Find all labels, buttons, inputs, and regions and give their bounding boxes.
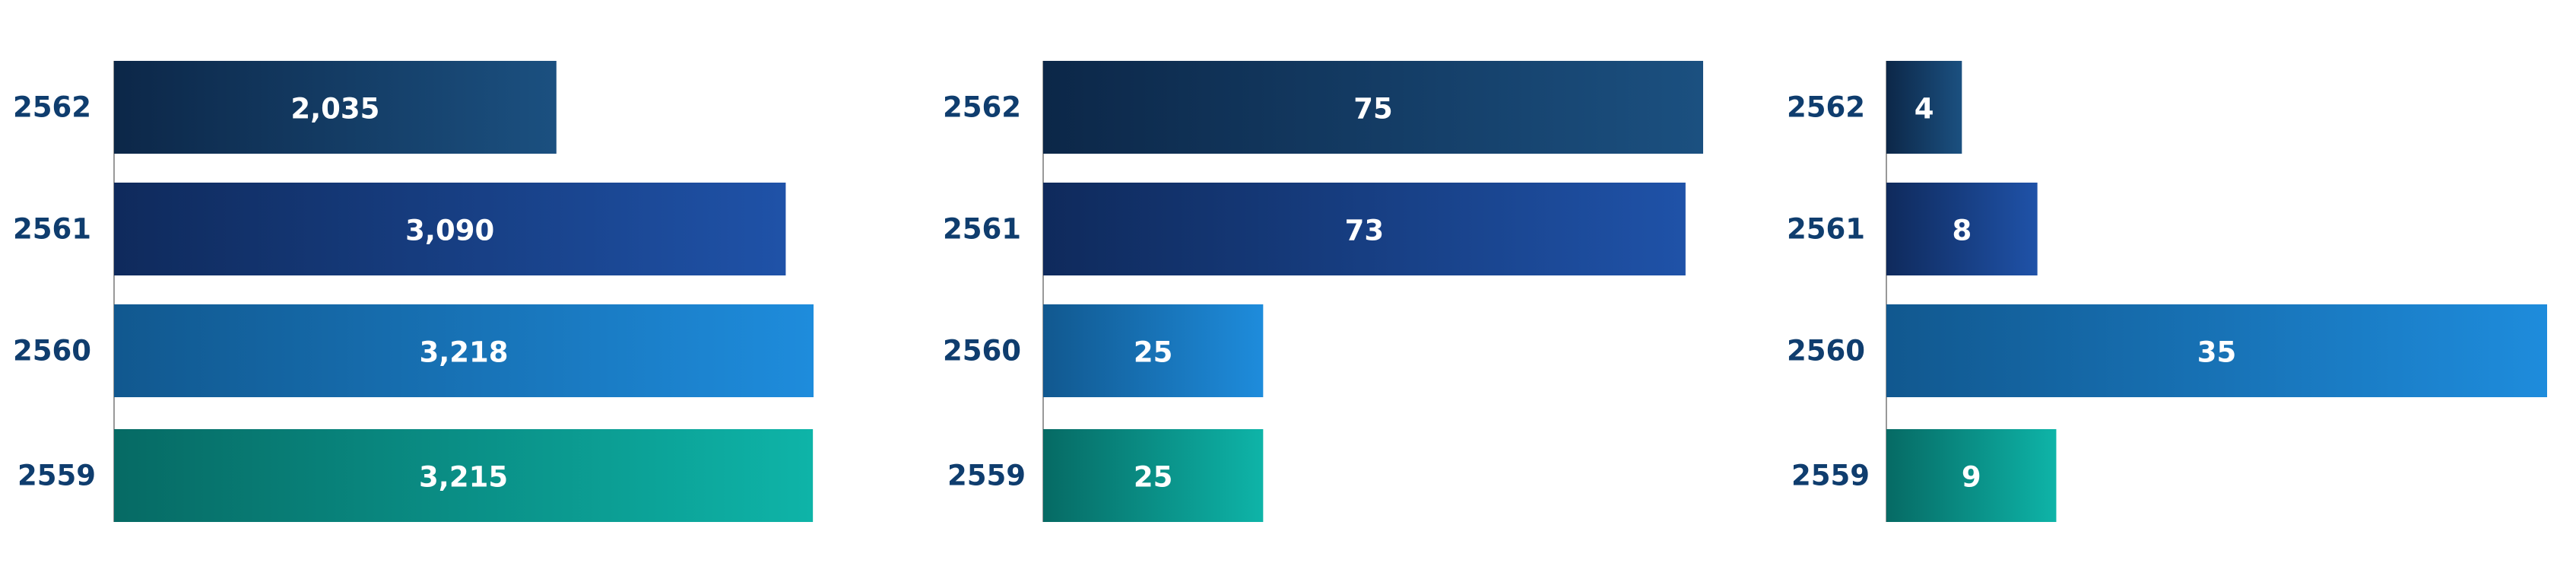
value-label-2561: 73 bbox=[1345, 215, 1385, 247]
category-label-2562: 2562 bbox=[943, 91, 1021, 124]
chart-panel-2: 2562 75 2561 73 2560 25 2559 25 bbox=[943, 61, 1703, 522]
category-label-2560: 2560 bbox=[1787, 335, 1865, 368]
value-label-2560: 25 bbox=[1134, 336, 1173, 369]
value-label-2561: 3,090 bbox=[405, 215, 494, 247]
value-label-2560: 3,218 bbox=[419, 336, 508, 369]
category-label-2560: 2560 bbox=[13, 335, 91, 368]
value-label-2559: 25 bbox=[1134, 461, 1173, 494]
chart-panel-1: 2562 2,035 2561 3,090 2560 3,218 2559 3,215 bbox=[13, 61, 814, 522]
value-label-2562: 2,035 bbox=[290, 93, 379, 126]
bar-2559 bbox=[114, 429, 814, 522]
category-label-2562: 2562 bbox=[13, 91, 91, 124]
category-label-2559: 2559 bbox=[17, 460, 96, 492]
value-label-2559: 3,215 bbox=[419, 461, 508, 494]
category-label-2561: 2561 bbox=[13, 213, 91, 246]
category-label-2562: 2562 bbox=[1787, 91, 1865, 124]
category-label-2560: 2560 bbox=[943, 335, 1021, 368]
bar-2560 bbox=[1886, 304, 2547, 397]
value-label-2559: 9 bbox=[1962, 461, 1981, 494]
bar-2560 bbox=[114, 304, 814, 397]
bar-2562 bbox=[1886, 61, 1962, 154]
category-label-2561: 2561 bbox=[1787, 213, 1865, 246]
bar-2559 bbox=[1043, 429, 1264, 522]
bar-2562 bbox=[114, 61, 557, 154]
value-label-2561: 8 bbox=[1952, 215, 1972, 247]
bar-2560 bbox=[1043, 304, 1264, 397]
bar-2561 bbox=[114, 183, 786, 275]
category-label-2559: 2559 bbox=[1791, 460, 1870, 492]
category-label-2561: 2561 bbox=[943, 213, 1021, 246]
value-label-2560: 35 bbox=[2197, 336, 2237, 369]
bar-2561 bbox=[1886, 183, 2038, 275]
value-label-2562: 75 bbox=[1353, 93, 1393, 126]
bar-2559 bbox=[1886, 429, 2057, 522]
chart-panel-3: 2562 4 2561 8 2560 35 2559 9 bbox=[1787, 61, 2547, 522]
value-label-2562: 4 bbox=[1915, 93, 1934, 126]
bar-2562 bbox=[1043, 61, 1703, 154]
bar-2561 bbox=[1043, 183, 1686, 275]
category-label-2559: 2559 bbox=[947, 460, 1026, 492]
